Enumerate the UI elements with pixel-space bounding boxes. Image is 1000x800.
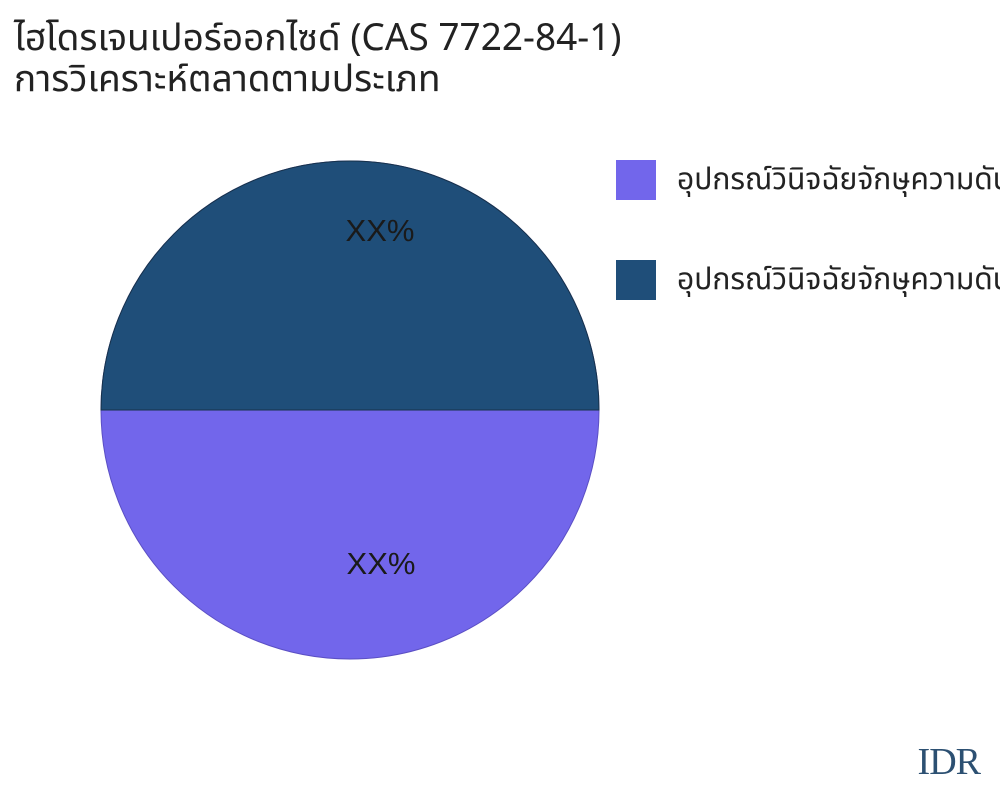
svg-text:XX%: XX% [347, 546, 416, 581]
svg-text:XX%: XX% [346, 213, 415, 248]
